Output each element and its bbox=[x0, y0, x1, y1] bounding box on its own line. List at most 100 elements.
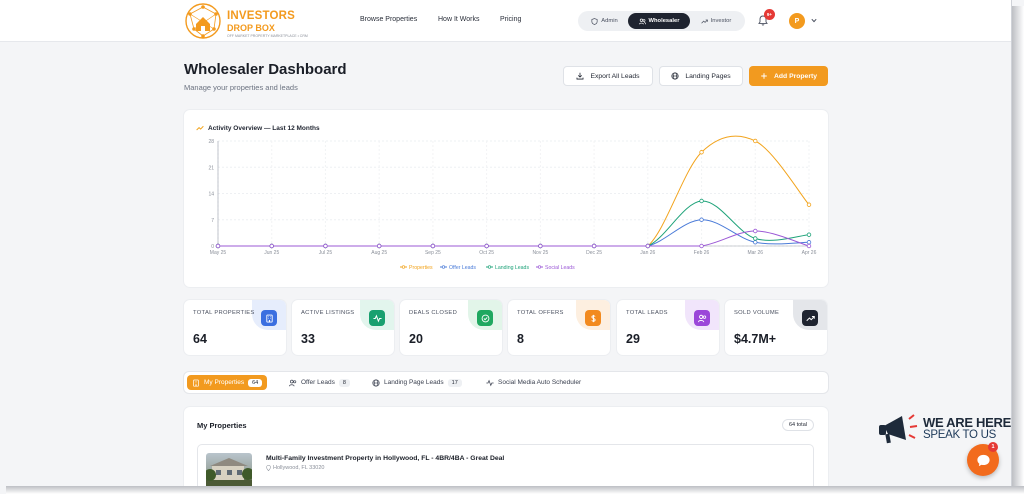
data-point-social-leads bbox=[376, 243, 382, 249]
nav-pricing[interactable]: Pricing bbox=[500, 16, 522, 23]
chart-title: Activity Overview — Last 12 Months bbox=[196, 124, 320, 132]
house-photo-icon bbox=[206, 458, 252, 486]
x-tick-label: Jun 25 bbox=[264, 250, 279, 256]
activity-icon bbox=[486, 379, 494, 386]
stat-label: ACTIVE LISTINGS bbox=[301, 310, 355, 316]
tab-offer-leads[interactable]: Offer Leads 8 bbox=[284, 375, 355, 390]
logo-tagline: OFF MARKET PROPERTY MARKETPLACE • CRM bbox=[227, 34, 308, 38]
data-point-properties bbox=[753, 138, 758, 144]
y-tick-label: 0 bbox=[211, 244, 214, 250]
shield-icon bbox=[591, 17, 598, 25]
tab-my-properties[interactable]: My Properties 64 bbox=[187, 375, 268, 390]
download-icon bbox=[576, 72, 584, 80]
stat-icon-wrap bbox=[585, 310, 601, 326]
megaphone-icon bbox=[879, 414, 918, 444]
add-property-button[interactable]: Add Property bbox=[749, 66, 828, 86]
data-point-offer-leads bbox=[699, 217, 704, 222]
page-title: Wholesaler Dashboard bbox=[184, 61, 347, 78]
logo-title-line2: DROP BOX bbox=[227, 23, 275, 33]
chat-promo-banner[interactable]: WE ARE HERE SPEAK TO US bbox=[876, 410, 1011, 450]
data-point-social-leads bbox=[538, 243, 543, 249]
app-window: INVESTORS DROP BOX OFF MARKET PROPERTY M… bbox=[0, 0, 1012, 486]
trending-up-icon bbox=[805, 315, 815, 321]
data-point-landing-leads bbox=[806, 232, 812, 237]
data-point-social-leads bbox=[430, 243, 436, 249]
chevron-down-icon[interactable] bbox=[811, 18, 817, 23]
plus-icon bbox=[761, 73, 767, 79]
avatar[interactable]: P bbox=[789, 13, 805, 29]
tab-social-media-auto-scheduler[interactable]: Social Media Auto Scheduler bbox=[481, 375, 586, 390]
tab-landing-page-leads[interactable]: Landing Page Leads 17 bbox=[367, 375, 467, 390]
x-tick-label: Mar 26 bbox=[747, 250, 763, 256]
globe-icon bbox=[671, 72, 679, 80]
series-line-social-leads bbox=[218, 230, 810, 247]
nav-browse-properties[interactable]: Browse Properties bbox=[360, 16, 418, 23]
stat-value: 33 bbox=[301, 332, 315, 346]
series-line-offer-leads bbox=[218, 219, 810, 247]
data-point-social-leads bbox=[215, 243, 221, 249]
stat-label: SOLD VOLUME bbox=[734, 310, 780, 316]
landing-pages-button[interactable]: Landing Pages bbox=[659, 66, 743, 86]
data-point-landing-leads bbox=[753, 236, 758, 241]
users-icon bbox=[697, 314, 706, 322]
tab-my-properties-count: 64 bbox=[248, 378, 263, 387]
building-icon bbox=[265, 314, 273, 323]
y-tick-label: 7 bbox=[211, 218, 214, 224]
role-investor[interactable]: Investor bbox=[692, 13, 740, 29]
x-tick-label: Feb 26 bbox=[694, 250, 710, 256]
dashboard-tabs: My Properties 64 Offer Leads 8 Landing P… bbox=[184, 372, 828, 393]
export-all-leads-label: Export All Leads bbox=[590, 72, 640, 80]
check-circle-icon bbox=[481, 314, 489, 322]
stat-card-total-properties: TOTAL PROPERTIES 64 bbox=[184, 300, 286, 355]
x-tick-label: Sep 25 bbox=[425, 250, 441, 256]
properties-total-badge: 64 total bbox=[781, 419, 814, 431]
property-list-item[interactable]: Multi-Family Investment Property in Holl… bbox=[197, 444, 814, 486]
data-point-social-leads bbox=[484, 243, 489, 249]
stat-card-active-listings: ACTIVE LISTINGS 33 bbox=[292, 300, 394, 355]
stat-value: 20 bbox=[409, 332, 423, 346]
role-admin-label: Admin bbox=[601, 18, 618, 24]
x-tick-label: Jul 25 bbox=[319, 250, 333, 256]
stat-label: TOTAL OFFERS bbox=[517, 310, 564, 316]
role-wholesaler[interactable]: Wholesaler bbox=[628, 13, 690, 29]
tab-offer-leads-label: Offer Leads bbox=[301, 379, 335, 386]
legend-marker-social-leads bbox=[537, 265, 542, 269]
data-point-social-leads bbox=[323, 243, 328, 249]
property-name[interactable]: Multi-Family Investment Property in Holl… bbox=[266, 455, 505, 462]
activity-line-chart: 0 7 14 21 28 May 25 Jun 25 Jul 25 Aug 25 Sep 25 Oc… bbox=[208, 135, 817, 271]
stat-value: 8 bbox=[517, 332, 524, 346]
logo-title-line1: INVESTORS bbox=[227, 10, 296, 22]
my-properties-title: My Properties bbox=[197, 421, 247, 430]
page-subtitle: Manage your properties and leads bbox=[184, 83, 298, 92]
data-point-social-leads bbox=[645, 243, 651, 249]
map-pin-icon bbox=[266, 465, 271, 471]
chat-promo-line1: WE ARE HERE bbox=[923, 415, 1011, 430]
my-properties-card: My Properties 64 total Multi-Family Inve… bbox=[184, 407, 828, 486]
role-investor-label: Investor bbox=[710, 18, 732, 24]
stat-icon-wrap bbox=[477, 310, 493, 326]
legend-label-offer-leads: Offer Leads bbox=[449, 265, 476, 271]
property-location: Hollywood, FL 33020 bbox=[266, 465, 324, 471]
notification-badge: 9+ bbox=[764, 9, 775, 20]
dollar-icon bbox=[590, 314, 596, 322]
activity-icon bbox=[372, 313, 382, 323]
site-logo[interactable]: INVESTORS DROP BOX OFF MARKET PROPERTY M… bbox=[184, 2, 308, 40]
tab-landing-page-leads-count: 17 bbox=[447, 378, 462, 387]
data-point-offer-leads bbox=[806, 240, 812, 245]
export-all-leads-button[interactable]: Export All Leads bbox=[563, 66, 653, 86]
tab-my-properties-label: My Properties bbox=[204, 379, 245, 386]
x-tick-label: Apr 26 bbox=[802, 250, 817, 256]
data-point-social-leads bbox=[591, 243, 597, 249]
top-header: INVESTORS DROP BOX OFF MARKET PROPERTY M… bbox=[0, 0, 1011, 42]
data-point-properties bbox=[806, 202, 812, 207]
x-tick-label: Oct 25 bbox=[479, 250, 494, 256]
stat-icon-wrap bbox=[369, 310, 385, 326]
stat-label: TOTAL LEADS bbox=[626, 310, 668, 316]
data-point-social-leads bbox=[753, 228, 758, 234]
nav-how-it-works[interactable]: How It Works bbox=[438, 16, 480, 23]
add-property-label: Add Property bbox=[773, 72, 818, 80]
role-admin[interactable]: Admin bbox=[582, 13, 627, 29]
legend-marker-properties bbox=[401, 265, 406, 269]
stat-value: $4.7M+ bbox=[734, 332, 777, 346]
building-icon bbox=[193, 379, 199, 387]
